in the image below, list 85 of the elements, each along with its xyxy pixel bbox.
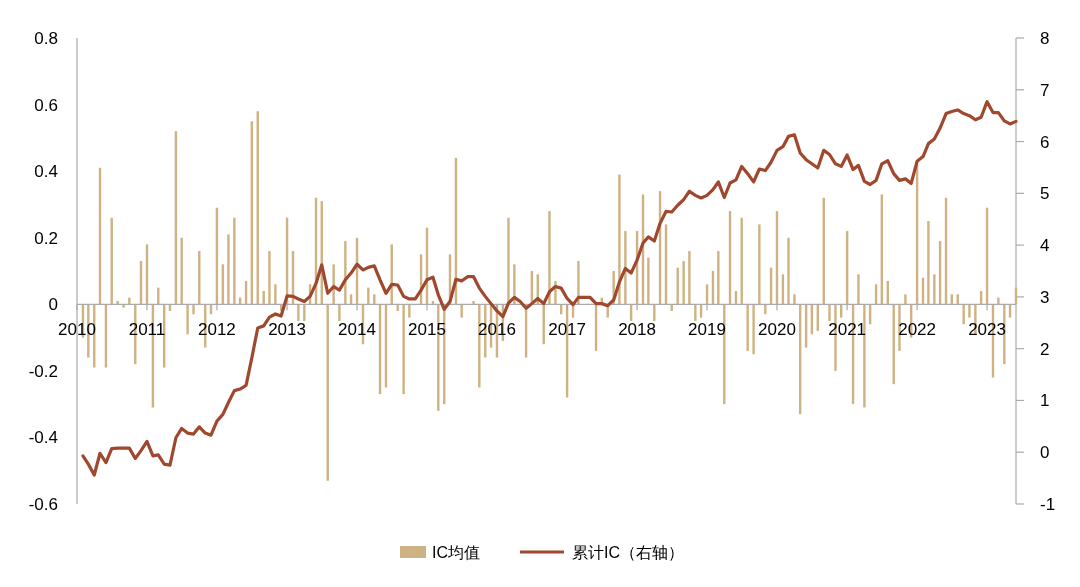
- y2-tick-label: -1: [1040, 495, 1056, 514]
- x-tick-label: 2021: [828, 320, 867, 340]
- bar: [828, 304, 831, 321]
- x-tick-label: 2018: [618, 320, 656, 340]
- x-tick-label: 2022: [898, 320, 937, 340]
- y-tick-label: 0.6: [34, 95, 58, 115]
- x-tick-label: 2019: [688, 320, 726, 340]
- bar: [408, 304, 411, 318]
- bar: [180, 237, 183, 305]
- y-tick-label: -0.6: [28, 495, 58, 514]
- bar: [857, 274, 860, 305]
- x-tick-label: 2015: [408, 320, 446, 340]
- bar: [116, 300, 119, 305]
- bar: [513, 264, 516, 305]
- bar: [192, 304, 195, 315]
- y2-tick-label: 0: [1040, 443, 1050, 463]
- bar: [577, 261, 580, 305]
- y-tick-label: -0.4: [28, 428, 58, 448]
- x-tick-label: 2020: [758, 320, 796, 340]
- bar: [396, 304, 399, 311]
- bar: [933, 274, 936, 305]
- x-tick-label: 2013: [268, 320, 306, 340]
- bar: [746, 304, 749, 351]
- bar: [402, 304, 405, 395]
- bar: [367, 287, 370, 305]
- bar: [624, 231, 627, 305]
- bar: [904, 294, 907, 305]
- bar: [122, 304, 125, 308]
- bar: [717, 251, 720, 305]
- bar: [997, 297, 1000, 305]
- legend-label: 累计IC（右轴）: [572, 544, 684, 561]
- bar: [962, 304, 965, 325]
- bar: [303, 304, 306, 321]
- bar: [647, 257, 650, 305]
- bar: [128, 297, 131, 305]
- y2-tick-label: 3: [1040, 287, 1050, 307]
- y2-tick-label: 6: [1040, 132, 1050, 152]
- bar: [268, 251, 271, 305]
- bar: [472, 300, 475, 305]
- bar: [478, 304, 481, 388]
- bar: [233, 217, 236, 305]
- y-tick-label: 0.8: [34, 29, 58, 48]
- bar: [227, 234, 230, 305]
- bar: [787, 237, 790, 305]
- bar: [694, 304, 697, 321]
- x-tick-label: 2016: [478, 320, 516, 340]
- bar: [274, 284, 277, 305]
- bar: [110, 217, 113, 305]
- bar: [682, 261, 685, 305]
- y-tick-label: 0.4: [34, 162, 58, 182]
- x-tick-label: 2014: [338, 320, 376, 340]
- y2-tick-label: 4: [1040, 236, 1050, 256]
- x-tick-label: 2023: [968, 320, 1006, 340]
- bar: [344, 241, 347, 305]
- bar: [968, 304, 971, 318]
- x-tick-label: 2012: [198, 320, 236, 340]
- bar: [688, 251, 691, 305]
- bar: [460, 304, 463, 318]
- bar: [618, 174, 621, 305]
- bar: [927, 221, 930, 305]
- x-tick-label: 2010: [58, 320, 96, 340]
- bar: [898, 304, 901, 351]
- bar: [653, 304, 656, 321]
- y2-tick-label: 8: [1040, 29, 1050, 48]
- y-tick-label: 0: [48, 295, 58, 315]
- legend-label: IC均值: [432, 544, 480, 561]
- bar: [262, 290, 265, 305]
- y2-tick-label: 2: [1040, 339, 1050, 359]
- bar: [863, 304, 866, 408]
- bar: [338, 304, 341, 321]
- y2-tick-label: 5: [1040, 184, 1050, 204]
- bar: [507, 217, 510, 305]
- bar: [297, 304, 300, 321]
- bar: [758, 224, 761, 305]
- y2-tick-label: 7: [1040, 80, 1050, 100]
- x-tick-label: 2011: [128, 320, 166, 340]
- x-tick-label: 2017: [548, 320, 587, 340]
- bar: [676, 267, 679, 305]
- bar: [186, 304, 189, 335]
- bar: [548, 211, 551, 305]
- y-tick-label: -0.2: [28, 361, 58, 381]
- bar: [793, 294, 796, 305]
- bar: [752, 304, 755, 355]
- y2-tick-label: 1: [1040, 391, 1050, 411]
- y-tick-label: 0.2: [34, 228, 58, 248]
